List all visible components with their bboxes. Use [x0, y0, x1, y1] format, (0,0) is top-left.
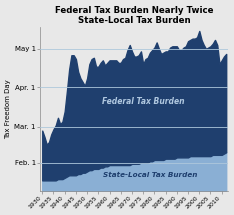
Y-axis label: Tax Freedom Day: Tax Freedom Day — [6, 79, 11, 139]
Text: State-Local Tax Burden: State-Local Tax Burden — [103, 172, 197, 178]
Title: Federal Tax Burden Nearly Twice
State-Local Tax Burden: Federal Tax Burden Nearly Twice State-Lo… — [55, 6, 213, 25]
Text: Federal Tax Burden: Federal Tax Burden — [102, 97, 184, 106]
